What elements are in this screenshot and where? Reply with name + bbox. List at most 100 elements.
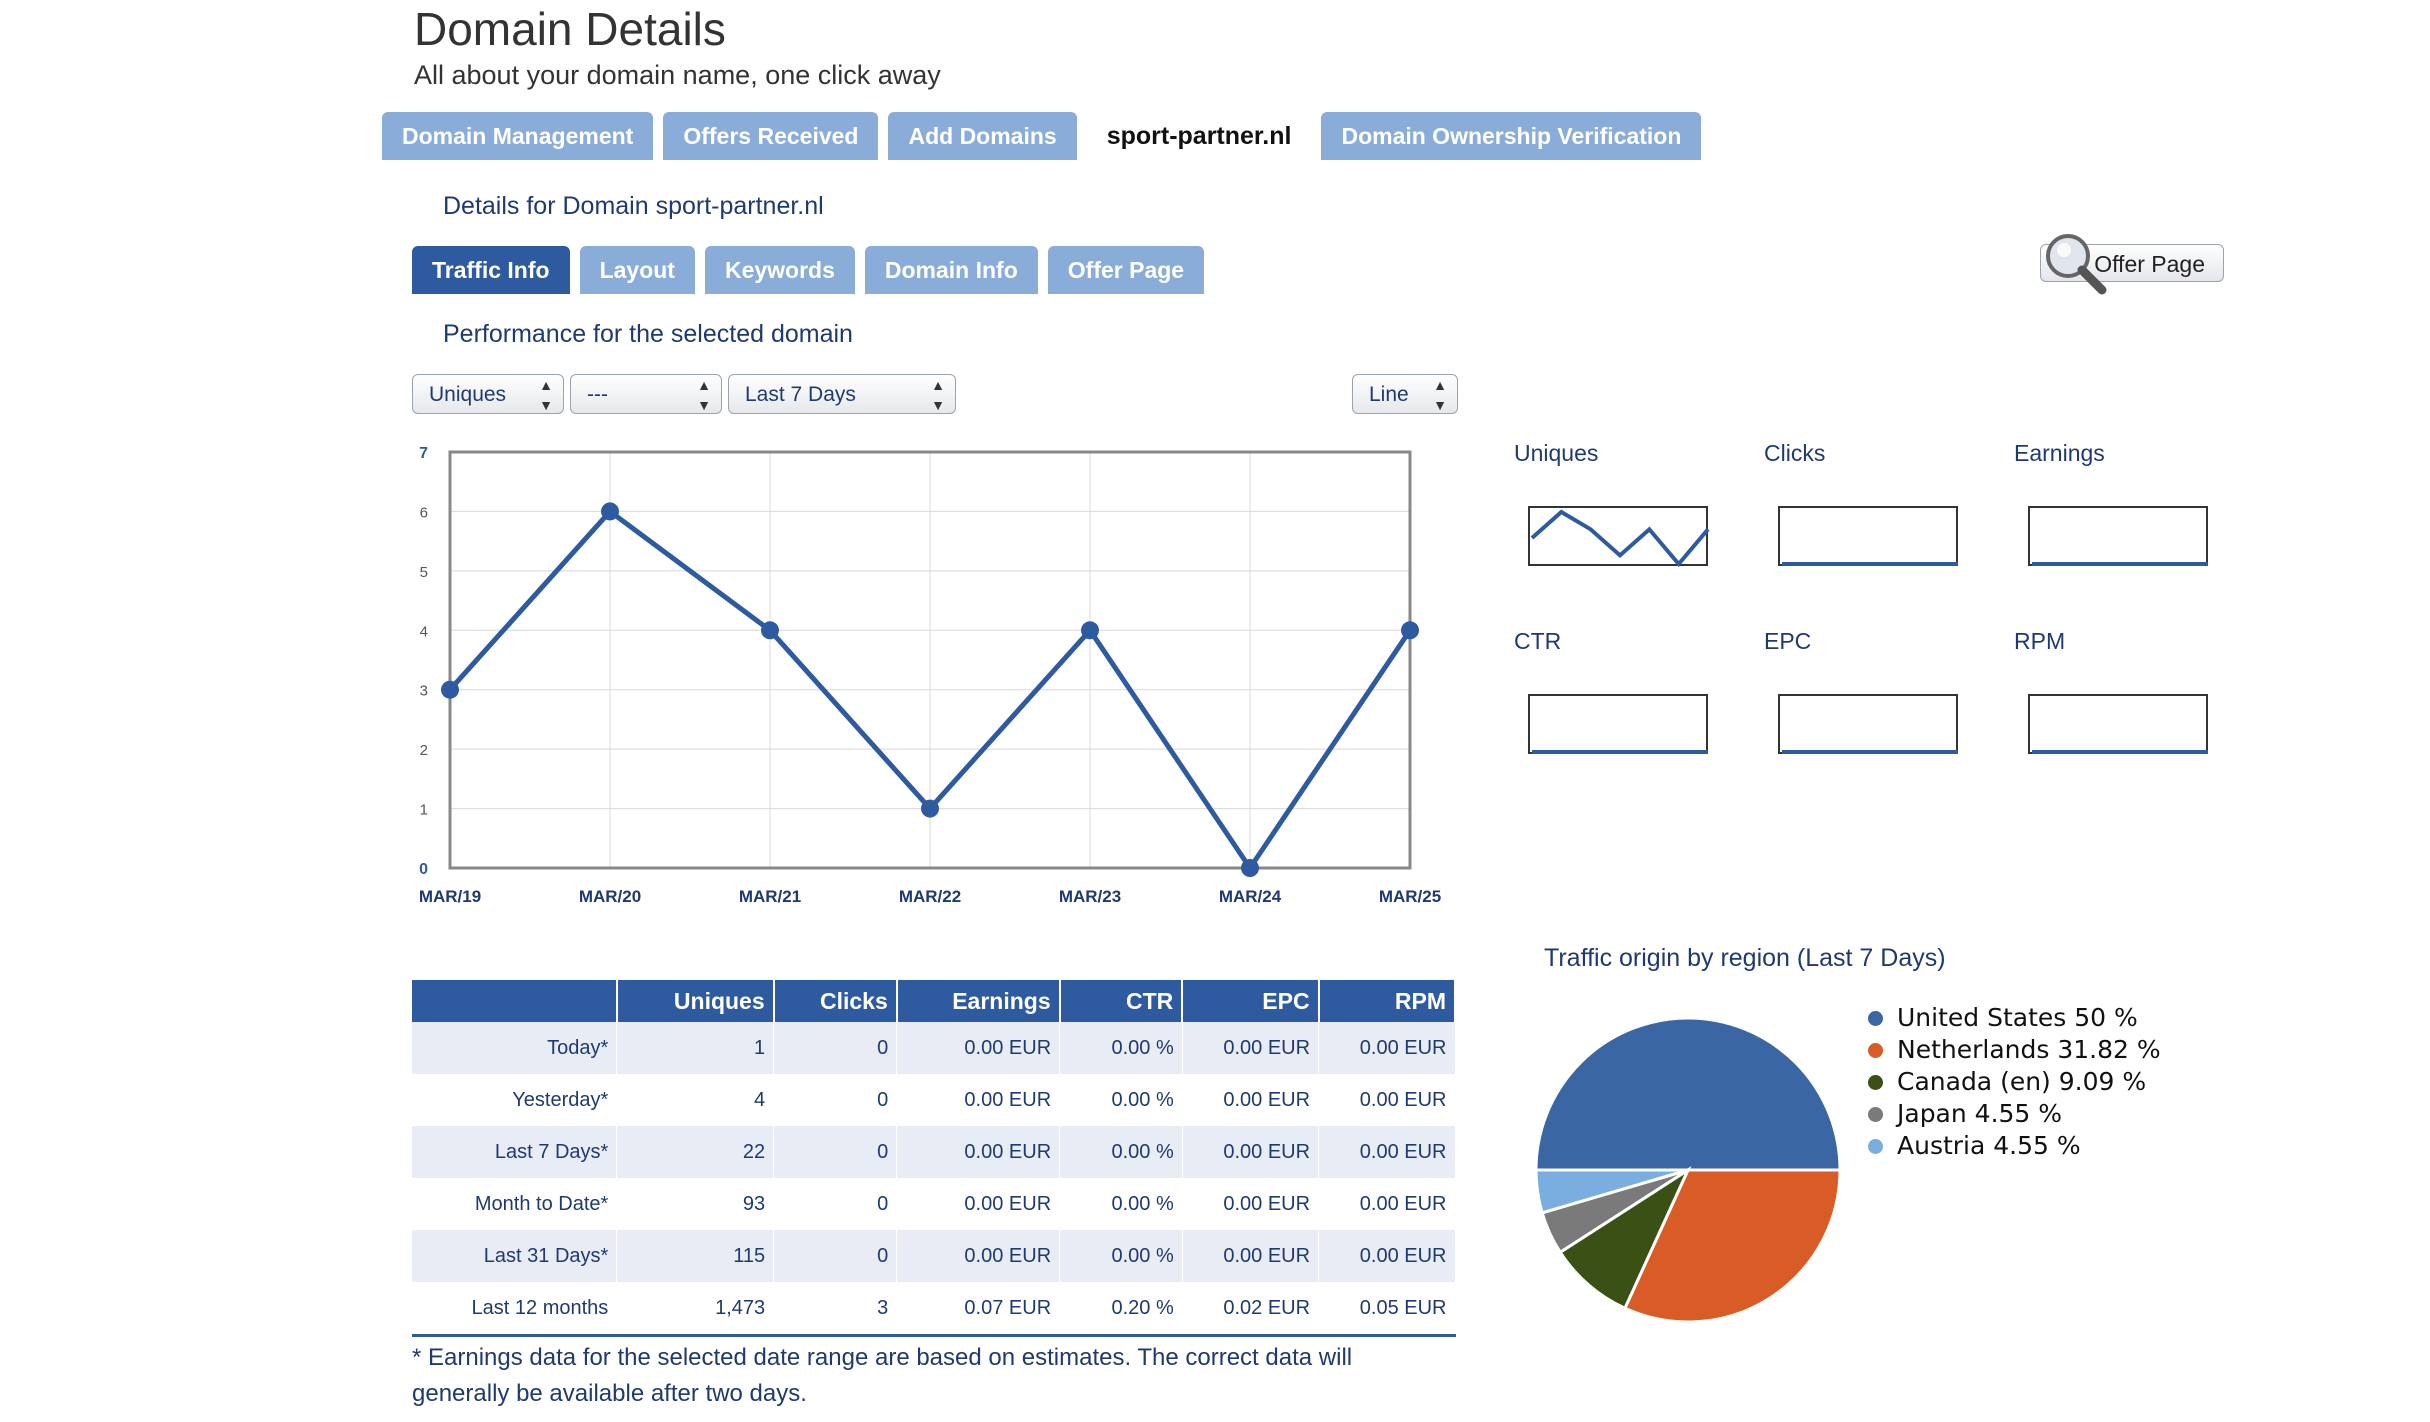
x-tick-label: MAR/21 <box>739 887 801 906</box>
cell-rpm: 0.00 EUR <box>1318 1074 1456 1126</box>
compare-select[interactable]: --- ▲ ▼ <box>570 374 722 414</box>
sparkline-uniques[interactable] <box>1528 506 1710 568</box>
sparkline-ctr[interactable] <box>1528 694 1708 754</box>
y-tick-label: 5 <box>420 564 428 581</box>
cell-clicks: 0 <box>773 1022 898 1074</box>
legend-item: United States 50 % <box>1868 1002 2161 1034</box>
row-label: Last 7 Days* <box>412 1126 618 1178</box>
legend-item: Austria 4.55 % <box>1868 1130 2161 1162</box>
table-row: Last 12 months 1,473 3 0.07 EUR 0.20 % 0… <box>412 1282 1456 1337</box>
select-arrows-icon: ▲ ▼ <box>697 377 711 413</box>
x-tick-label: MAR/24 <box>1219 887 1282 906</box>
column-header-clicks: Clicks <box>773 980 898 1022</box>
y-tick-label: 3 <box>420 683 428 700</box>
tab-keywords[interactable]: Keywords <box>704 246 855 294</box>
y-tick-label: 1 <box>420 802 428 819</box>
tab-domain-management[interactable]: Domain Management <box>382 112 654 160</box>
cell-earnings: 0.07 EUR <box>896 1282 1061 1337</box>
sub-tabs: Traffic Info Layout Keywords Domain Info… <box>412 246 1205 294</box>
y-tick-label: 4 <box>420 623 428 640</box>
table-row: Last 31 Days* 115 0 0.00 EUR 0.00 % 0.00… <box>412 1230 1456 1282</box>
cell-earnings: 0.00 EUR <box>896 1126 1061 1178</box>
legend-item: Japan 4.55 % <box>1868 1098 2161 1130</box>
legend-label: Austria 4.55 % <box>1897 1131 2081 1160</box>
legend-label: Canada (en) 9.09 % <box>1897 1067 2147 1096</box>
cell-uniques: 1 <box>616 1022 775 1074</box>
sparkline-label-epc: EPC <box>1764 628 1812 654</box>
cell-rpm: 0.00 EUR <box>1318 1178 1456 1230</box>
tab-domain-info[interactable]: Domain Info <box>864 246 1038 294</box>
chart-type-select[interactable]: Line ▲ ▼ <box>1352 374 1458 414</box>
traffic-origin-pie-chart <box>1534 1016 1842 1324</box>
cell-ctr: 0.00 % <box>1059 1126 1183 1178</box>
cell-rpm: 0.00 EUR <box>1318 1126 1456 1178</box>
cell-epc: 0.00 EUR <box>1182 1022 1320 1074</box>
sparkline-rpm[interactable] <box>2028 694 2208 754</box>
y-tick-label: 6 <box>420 504 428 521</box>
cell-uniques: 4 <box>616 1074 775 1126</box>
stats-table: Uniques Clicks Earnings CTR EPC RPM Toda… <box>412 980 1457 1337</box>
row-label: Yesterday* <box>412 1074 618 1126</box>
row-label: Last 31 Days* <box>412 1230 618 1282</box>
column-header-rpm: RPM <box>1318 980 1457 1022</box>
select-arrows-icon: ▲ ▼ <box>931 377 945 413</box>
tab-offer-page[interactable]: Offer Page <box>1047 246 1205 294</box>
column-header-epc: EPC <box>1182 980 1320 1022</box>
select-arrows-icon: ▲ ▼ <box>1433 377 1447 413</box>
page-subtitle: All about your domain name, one click aw… <box>414 60 941 90</box>
data-point <box>1401 621 1419 640</box>
cell-uniques: 22 <box>616 1126 775 1178</box>
cell-uniques: 1,473 <box>616 1282 775 1337</box>
sparkline-path <box>1530 509 1710 568</box>
row-label: Today* <box>412 1022 618 1074</box>
column-header <box>412 980 618 1022</box>
pie-title: Traffic origin by region (Last 7 Days) <box>1544 944 1946 972</box>
data-point <box>761 621 779 640</box>
cell-earnings: 0.00 EUR <box>896 1178 1061 1230</box>
pie-slice <box>1534 1016 1842 1172</box>
legend-label: United States 50 % <box>1897 1003 2138 1032</box>
legend-dot <box>1868 1042 1883 1058</box>
column-header-ctr: CTR <box>1059 980 1184 1022</box>
tab-traffic-info[interactable]: Traffic Info <box>412 246 570 294</box>
cell-epc: 0.00 EUR <box>1182 1178 1320 1230</box>
legend-dot <box>1868 1138 1883 1154</box>
metric-select[interactable]: Uniques ▲ ▼ <box>412 374 564 414</box>
data-point <box>1081 621 1099 640</box>
tab-add-domains[interactable]: Add Domains <box>888 112 1077 160</box>
pie-slice <box>1534 1168 1689 1215</box>
tab-domain-ownership-verification[interactable]: Domain Ownership Verification <box>1321 112 1702 160</box>
cell-clicks: 0 <box>773 1126 898 1178</box>
y-tick-label: 0 <box>419 861 428 878</box>
column-header-earnings: Earnings <box>896 980 1061 1022</box>
cell-rpm: 0.00 EUR <box>1318 1022 1456 1074</box>
tab-current-domain[interactable]: sport-partner.nl <box>1106 122 1292 150</box>
y-tick-label: 2 <box>420 742 428 759</box>
details-title: Details for Domain sport-partner.nl <box>443 192 824 220</box>
x-tick-label: MAR/23 <box>1059 887 1121 906</box>
data-point <box>1241 859 1259 877</box>
earnings-footnote: * Earnings data for the selected date ra… <box>412 1344 1353 1407</box>
x-tick-label: MAR/20 <box>579 887 641 906</box>
table-row: Today* 1 0 0.00 EUR 0.00 % 0.00 EUR 0.00… <box>412 1022 1456 1074</box>
tab-offers-received[interactable]: Offers Received <box>663 112 879 160</box>
performance-title: Performance for the selected domain <box>443 320 853 348</box>
sparkline-label-ctr: CTR <box>1514 628 1562 654</box>
column-header-uniques: Uniques <box>616 980 775 1022</box>
sparkline-earnings[interactable] <box>2028 506 2208 566</box>
cell-uniques: 115 <box>616 1230 775 1282</box>
row-label: Month to Date* <box>412 1178 618 1230</box>
tab-layout[interactable]: Layout <box>579 246 695 294</box>
range-select[interactable]: Last 7 Days ▲ ▼ <box>728 374 956 414</box>
sparkline-epc[interactable] <box>1778 694 1958 754</box>
sparkline-clicks[interactable] <box>1778 506 1958 566</box>
data-point <box>441 680 459 699</box>
y-tick-label: 7 <box>419 445 428 462</box>
x-tick-label: MAR/22 <box>899 887 961 906</box>
legend-item: Netherlands 31.82 % <box>1868 1034 2161 1066</box>
cell-earnings: 0.00 EUR <box>896 1022 1061 1074</box>
cell-clicks: 3 <box>773 1282 898 1337</box>
traffic-line-chart: 0 1 2 3 4 5 6 7 MAR/19 MAR/20 MAR/21 MAR/22 MAR/23 MA… <box>419 445 1441 906</box>
magnifier-icon[interactable] <box>2040 228 2110 298</box>
pie-legend: United States 50 % Netherlands 31.82 % C… <box>1868 1002 2161 1162</box>
